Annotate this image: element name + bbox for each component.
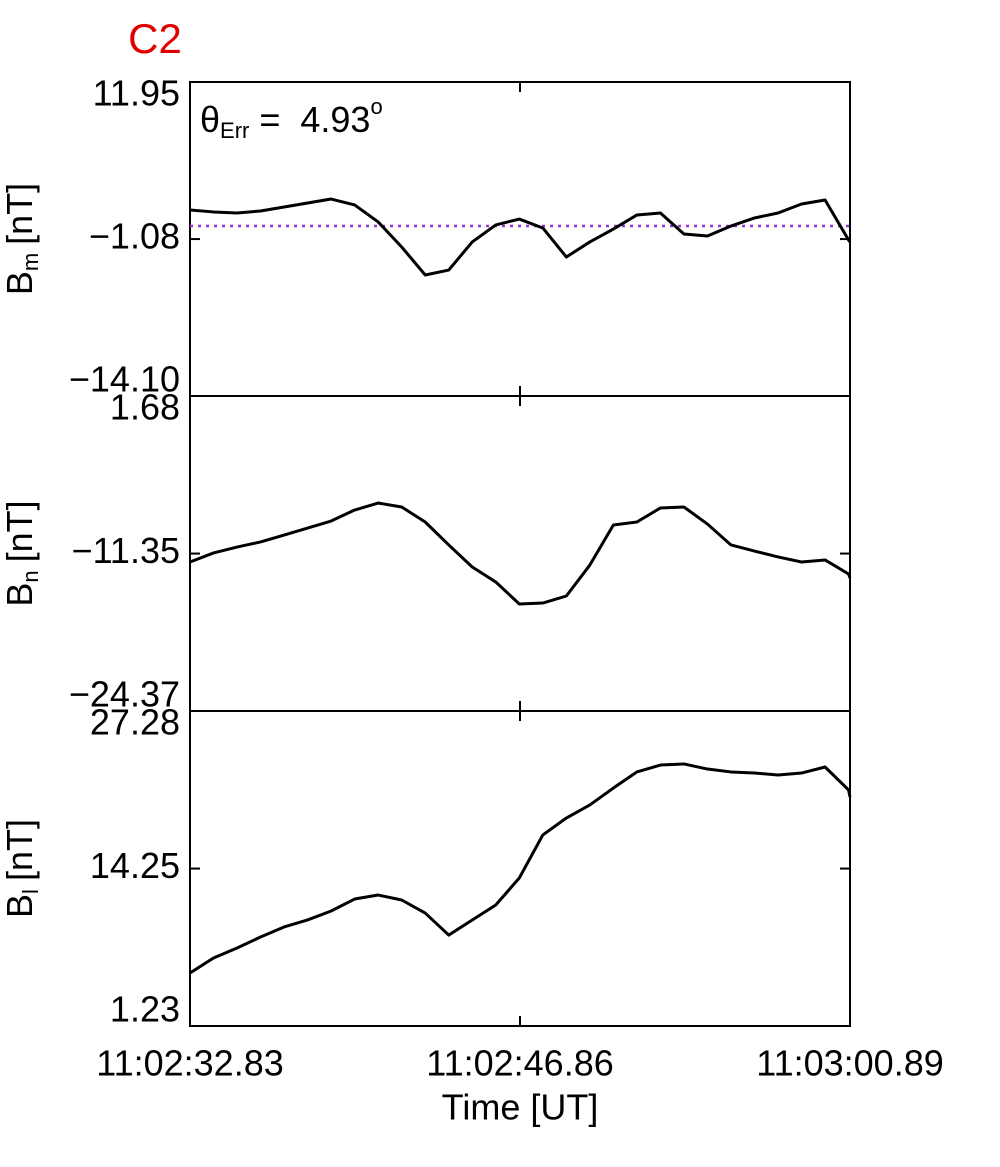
y-tick-label: −14.10 [69,359,180,400]
annotation-sub: Err [220,118,249,143]
x-tick-label: 11:02:46.86 [426,1043,614,1084]
x-axis-label: Time [UT] [442,1087,599,1128]
data-line [189,197,852,277]
y-tick-label: 1.68 [110,387,180,428]
y-tick-label: −1.08 [89,216,180,257]
x-tick-label: 11:02:32.83 [96,1043,284,1084]
y-tick-label: −11.35 [72,530,180,571]
y-tick-label: 27.28 [90,702,180,743]
y-tick-label: 14.25 [90,845,180,886]
y-label-sub: m [18,253,43,271]
y-axis-label: Bl [nT] [0,819,43,918]
y-label-unit: [nT] [0,183,40,245]
y-label-unit: [nT] [0,500,40,562]
annotation-symbol: θ [200,99,220,140]
y-tick-label: −24.37 [69,674,180,715]
y-tick-label: 1.23 [110,989,180,1030]
annotation-text: = 4.93 [259,99,370,140]
y-tick-label: 11.95 [93,73,180,114]
y-label-sub: l [18,889,43,894]
data-line [189,762,852,975]
y-axis-label: Bm [nT] [0,183,43,295]
y-label-base: B [0,583,40,607]
y-label-base: B [0,271,40,295]
plot-frame [189,710,851,1027]
y-label-sub: n [18,570,43,582]
chart-title: C2 [128,15,182,62]
y-axis-label: Bn [nT] [0,500,43,606]
y-label-base: B [0,894,40,918]
annotation: θErr = 4.93o [200,94,383,143]
plot-frame [189,395,851,712]
data-line [189,501,852,606]
y-label-unit: [nT] [0,819,40,881]
annotation-sup: o [370,94,382,119]
x-tick-label: 11:03:00.89 [756,1043,944,1084]
